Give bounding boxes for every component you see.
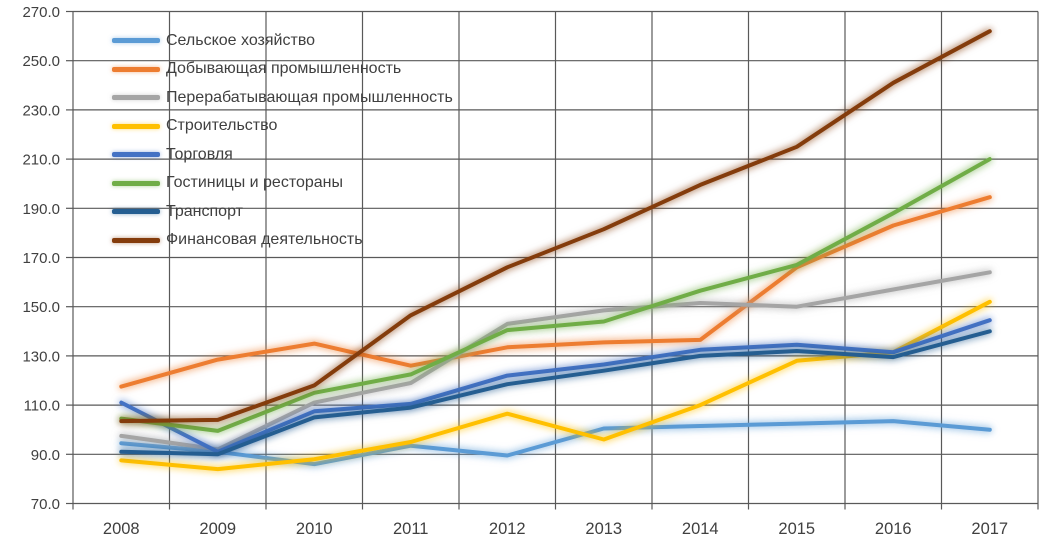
y-axis-tick-label: 210.0 (22, 152, 60, 169)
legend-line-swatch (112, 66, 160, 72)
legend-line-swatch (112, 95, 160, 100)
x-axis-tick-label: 2014 (682, 520, 719, 538)
legend-item-label: Перерабатывающая промышленность (166, 88, 453, 106)
y-axis-tick-label: 270.0 (22, 4, 60, 21)
y-axis-tick-label: 150.0 (22, 299, 60, 316)
y-axis-tick-label: 170.0 (22, 250, 60, 267)
series-line-1 (119, 195, 992, 389)
y-axis-tick-label: 230.0 (22, 102, 60, 119)
x-axis-tick-label: 2010 (296, 520, 333, 538)
y-axis-tick-label: 250.0 (22, 53, 60, 70)
series-line-3 (119, 299, 992, 472)
y-axis-tick-label: 90.0 (31, 447, 60, 464)
x-axis-tick-label: 2009 (199, 520, 236, 538)
series-line-7 (119, 29, 992, 424)
x-axis-tick-label: 2013 (585, 520, 622, 538)
legend-item-label: Торговля (166, 145, 233, 163)
legend-line-swatch (112, 237, 160, 243)
x-axis-tick-label: 2015 (778, 520, 815, 538)
y-axis-tick-label: 110.0 (24, 398, 60, 415)
x-axis-tick-label: 2017 (971, 520, 1008, 538)
legend-item[interactable]: Транспорт (112, 201, 453, 222)
x-axis-tick-label: 2008 (103, 520, 140, 538)
legend-item-label: Финансовая деятельность (166, 231, 363, 248)
legend-item-label: Сельское хозяйство (166, 31, 316, 49)
legend-item[interactable]: Перерабатывающая промышленность (112, 87, 453, 108)
series-line-2 (119, 270, 992, 452)
x-axis-tick-label: 2011 (393, 520, 428, 538)
legend-line-swatch (112, 38, 160, 43)
legend-line-swatch (112, 209, 160, 214)
legend-item[interactable]: Строительство (112, 116, 453, 137)
series-line-5 (119, 157, 992, 433)
legend-item[interactable]: Финансовая деятельность (112, 230, 453, 251)
legend-line-swatch (112, 152, 160, 157)
legend-item[interactable]: Гостиницы и рестораны (112, 173, 453, 194)
legend-item-label: Добывающая промышленность (166, 60, 402, 77)
legend-line-swatch (112, 180, 160, 186)
x-axis-tick-label: 2016 (875, 520, 912, 538)
legend-item-label: Транспорт (166, 202, 243, 220)
legend-line-swatch (112, 123, 160, 129)
legend-item[interactable]: Сельское хозяйство (112, 30, 453, 51)
series-line-0 (119, 419, 992, 467)
series-line-6 (119, 329, 992, 457)
legend-item-label: Строительство (166, 117, 278, 134)
legend-item[interactable]: Торговля (112, 144, 453, 165)
series-line-4 (119, 318, 992, 454)
y-axis-tick-label: 70.0 (31, 496, 60, 513)
y-axis-tick-label: 130.0 (22, 348, 60, 365)
y-axis-tick-label: 190.0 (22, 201, 60, 218)
x-axis-tick-label: 2012 (489, 520, 526, 538)
legend-item[interactable]: Добывающая промышленность (112, 59, 453, 80)
legend-item-label: Гостиницы и рестораны (166, 174, 343, 191)
chart-legend: Сельское хозяйство Добывающая промышленн… (112, 30, 453, 251)
